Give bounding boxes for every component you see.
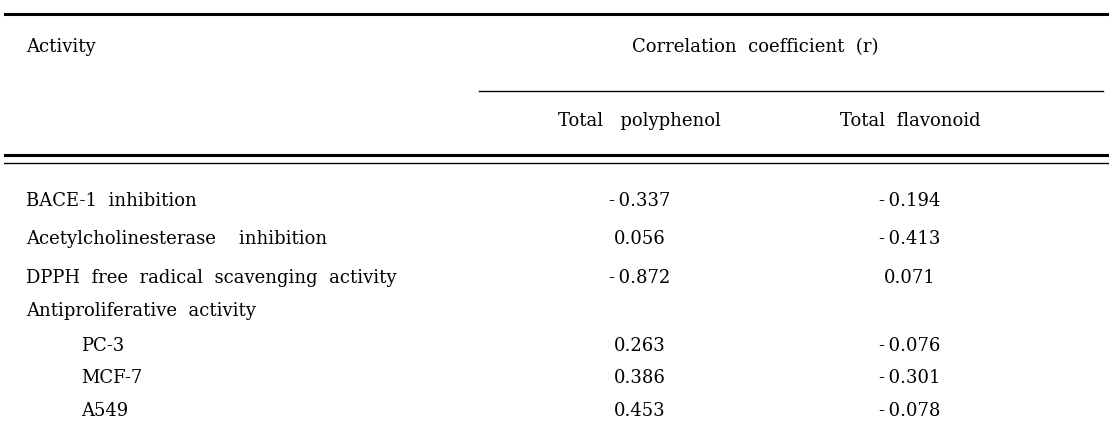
- Text: Antiproliferative  activity: Antiproliferative activity: [27, 302, 256, 320]
- Text: 0.071: 0.071: [884, 269, 936, 287]
- Text: DPPH  free  radical  scavenging  activity: DPPH free radical scavenging activity: [27, 269, 396, 287]
- Text: 0.453: 0.453: [613, 402, 666, 420]
- Text: - 0.078: - 0.078: [879, 402, 940, 420]
- Text: 0.386: 0.386: [613, 369, 666, 388]
- Text: Activity: Activity: [27, 38, 96, 56]
- Text: PC-3: PC-3: [81, 337, 125, 354]
- Text: MCF-7: MCF-7: [81, 369, 142, 388]
- Text: - 0.872: - 0.872: [609, 269, 670, 287]
- Text: Total  flavonoid: Total flavonoid: [839, 112, 981, 130]
- Text: 0.263: 0.263: [613, 337, 666, 354]
- Text: Correlation  coefficient  (r): Correlation coefficient (r): [632, 38, 878, 56]
- Text: - 0.194: - 0.194: [879, 192, 940, 210]
- Text: - 0.337: - 0.337: [609, 192, 670, 210]
- Text: 0.056: 0.056: [613, 230, 666, 248]
- Text: - 0.301: - 0.301: [879, 369, 940, 388]
- Text: - 0.076: - 0.076: [879, 337, 940, 354]
- Text: Acetylcholinesterase    inhibition: Acetylcholinesterase inhibition: [27, 230, 327, 248]
- Text: A549: A549: [81, 402, 129, 420]
- Text: - 0.413: - 0.413: [879, 230, 940, 248]
- Text: BACE-1  inhibition: BACE-1 inhibition: [27, 192, 197, 210]
- Text: Total   polyphenol: Total polyphenol: [558, 112, 721, 130]
